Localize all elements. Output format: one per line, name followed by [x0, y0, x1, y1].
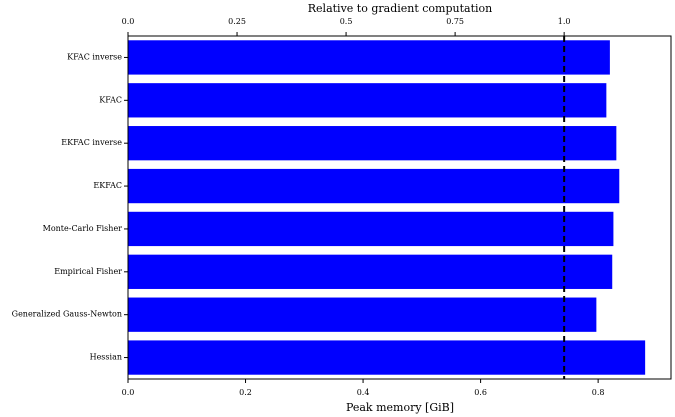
y-tick-label: EKFAC inverse: [61, 138, 122, 147]
bar: [128, 83, 607, 118]
top-axis-title: Relative to gradient computation: [308, 2, 492, 15]
bar: [128, 168, 620, 204]
x-tick-label: 0.2: [239, 388, 252, 397]
bar: [128, 340, 646, 375]
x-tick-label: 0.6: [474, 388, 487, 397]
bar: [128, 126, 617, 161]
x2-tick-label: 0.5: [340, 17, 353, 26]
x2-tick-label: 1.0: [558, 17, 571, 26]
bar: [128, 297, 597, 332]
bar: [128, 40, 610, 75]
x2-tick-label: 0.0: [122, 17, 135, 26]
x2-tick-label: 0.75: [446, 17, 464, 26]
y-tick-label: EKFAC: [93, 181, 122, 190]
y-tick-label: KFAC: [99, 95, 122, 104]
x-tick-label: 0.0: [122, 388, 135, 397]
y-tick-label: Generalized Gauss-Newton: [12, 310, 122, 319]
plot-frame: [127, 35, 672, 380]
bar: [128, 254, 613, 289]
x2-tick-label: 0.25: [228, 17, 246, 26]
y-tick-label: KFAC inverse: [67, 52, 122, 61]
y-tick-label: Hessian: [90, 353, 122, 362]
x-tick-label: 0.8: [592, 388, 605, 397]
y-tick-label: Empirical Fisher: [54, 267, 122, 276]
x-tick-label: 0.4: [357, 388, 370, 397]
y-tick-label: Monte-Carlo Fisher: [43, 224, 123, 233]
x-axis-title: Peak memory [GiB]: [346, 401, 454, 414]
bar: [128, 211, 614, 247]
